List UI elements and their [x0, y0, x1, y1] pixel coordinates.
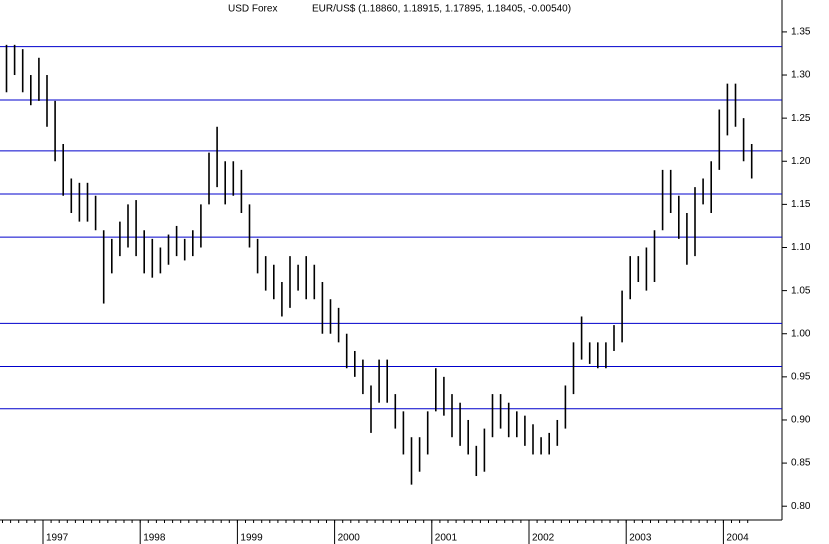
x-tick-label: 2004	[726, 533, 749, 544]
chart-subtitle: EUR/US$ (1.18860, 1.18915, 1.17895, 1.18…	[312, 4, 571, 15]
y-tick-label: 1.00	[791, 328, 811, 339]
x-tick-label: 2001	[435, 533, 458, 544]
y-tick-label: 1.35	[791, 27, 811, 38]
x-tick-label: 2003	[629, 533, 652, 544]
x-tick-label: 2002	[532, 533, 555, 544]
x-tick-label: 1998	[143, 533, 166, 544]
chart-title: USD Forex	[228, 4, 277, 15]
y-tick-label: 1.25	[791, 113, 811, 124]
y-tick-label: 1.15	[791, 199, 811, 210]
y-tick-label: 1.05	[791, 285, 811, 296]
y-tick-label: 0.90	[791, 415, 811, 426]
y-tick-label: 1.10	[791, 242, 811, 253]
y-tick-label: 0.85	[791, 458, 811, 469]
y-tick-label: 0.95	[791, 371, 811, 382]
y-tick-label: 1.30	[791, 70, 811, 81]
y-tick-label: 0.80	[791, 501, 811, 512]
x-tick-label: 1999	[240, 533, 263, 544]
x-tick-label: 1997	[46, 533, 69, 544]
y-tick-label: 1.20	[791, 156, 811, 167]
x-tick-label: 2000	[338, 533, 361, 544]
